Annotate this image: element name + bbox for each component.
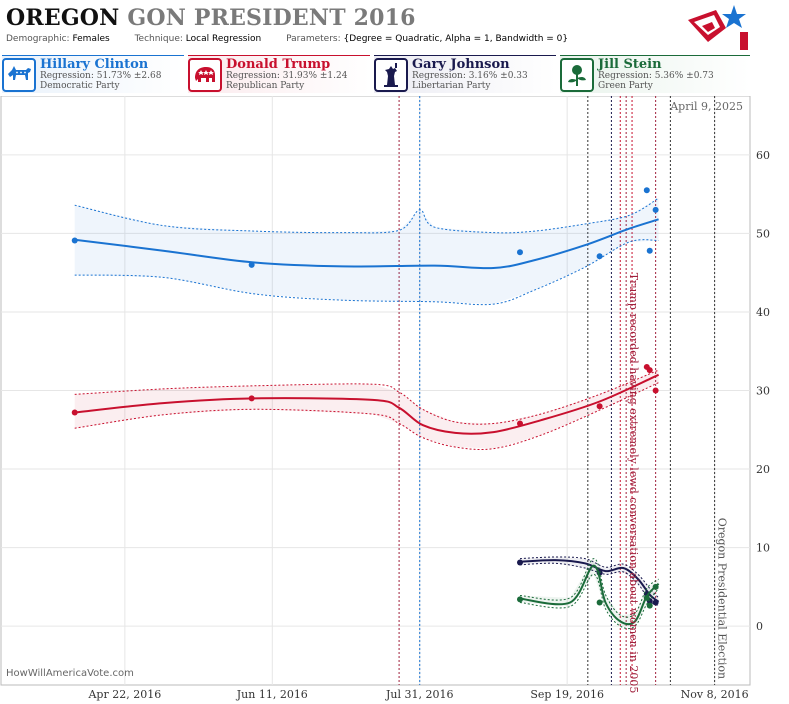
candidate-name: Hillary Clinton bbox=[40, 57, 149, 72]
candidate-regression: Regression: 3.16% ±0.33 bbox=[412, 71, 528, 81]
current-date: April 9, 2025 bbox=[670, 100, 743, 113]
candidate-party: Democratic Party bbox=[40, 81, 120, 91]
jill-stein-poll-point bbox=[652, 583, 659, 590]
hillary-clinton-poll-point bbox=[248, 261, 255, 268]
gary-johnson-poll-point bbox=[516, 559, 523, 566]
hillary-clinton-regression-line bbox=[74, 218, 659, 270]
donald-trump-poll-point bbox=[248, 395, 255, 402]
gary-johnson-band-lower bbox=[519, 562, 659, 607]
poll-chart: 0 10 20 30 40 50 60 Apr 22, 2016 Jun 11, 2016 Jul… bbox=[0, 96, 770, 701]
donald-trump-band-lower bbox=[74, 382, 659, 450]
x-tick-label: Sep 19, 2016 bbox=[530, 688, 604, 701]
chart-title: OREGON GON PRESIDENT 2016 bbox=[6, 5, 416, 31]
candidate-name: Donald Trump bbox=[226, 57, 331, 72]
y-tick-label: 10 bbox=[756, 542, 770, 555]
x-tick-label: Apr 22, 2016 bbox=[87, 688, 161, 701]
parameters-label: Parameters: bbox=[286, 34, 341, 44]
event-annotation: Trump recorded having extremely lewd con… bbox=[627, 273, 640, 694]
x-tick-label: Jul 31, 2016 bbox=[385, 688, 454, 701]
gary-johnson-poll-point bbox=[652, 599, 659, 606]
candidate-regression: Regression: 31.93% ±1.24 bbox=[226, 71, 348, 81]
legend-item-clinton: Hillary Clinton Regression: 51.73% ±2.68… bbox=[2, 55, 184, 93]
y-tick-label: 0 bbox=[756, 620, 763, 633]
y-tick-label: 50 bbox=[756, 227, 770, 240]
donkey-icon bbox=[2, 58, 36, 92]
x-tick-label: Nov 8, 2016 bbox=[681, 688, 749, 701]
event-annotation: Oregon Presidential Election bbox=[716, 518, 729, 679]
candidate-name: Jill Stein bbox=[598, 57, 662, 72]
rose-icon bbox=[560, 58, 594, 92]
y-tick-label: 40 bbox=[756, 306, 770, 319]
x-tick-label: Jun 11, 2016 bbox=[236, 688, 308, 701]
hillary-clinton-poll-point bbox=[596, 253, 603, 260]
donald-trump-poll-point bbox=[71, 409, 78, 416]
technique-label: Technique: bbox=[134, 34, 183, 44]
title-state: OREGON bbox=[6, 5, 120, 31]
parameters-value: {Degree = Quadratic, Alpha = 1, Bandwidt… bbox=[343, 34, 569, 44]
legend-item-trump: Donald Trump Regression: 31.93% ±1.24 Re… bbox=[188, 55, 370, 93]
donald-trump-poll-point bbox=[652, 387, 659, 394]
hillary-clinton-band-upper bbox=[74, 197, 659, 234]
hillary-clinton-poll-point bbox=[646, 247, 653, 254]
liberty-icon bbox=[374, 58, 408, 92]
technique-value: Local Regression bbox=[185, 34, 262, 44]
y-tick-label: 20 bbox=[756, 463, 770, 476]
hillary-clinton-confidence-band bbox=[74, 198, 659, 305]
candidate-party: Libertarian Party bbox=[412, 81, 491, 91]
demographic-value: Females bbox=[72, 34, 110, 44]
title-rest: GON PRESIDENT 2016 bbox=[127, 5, 416, 31]
hillary-clinton-poll-point bbox=[643, 187, 650, 194]
donald-trump-poll-point bbox=[516, 420, 523, 427]
jill-stein-poll-point bbox=[643, 594, 650, 601]
candidate-regression: Regression: 5.36% ±0.73 bbox=[598, 71, 714, 81]
donald-trump-band-upper bbox=[74, 369, 659, 425]
candidate-party: Republican Party bbox=[226, 81, 305, 91]
demographic-label: Demographic: bbox=[6, 34, 70, 44]
legend-item-johnson: Gary Johnson Regression: 3.16% ±0.33 Lib… bbox=[374, 55, 556, 93]
jill-stein-poll-point bbox=[516, 596, 523, 603]
watermark: HowWillAmericaVote.com bbox=[6, 668, 134, 679]
donald-trump-regression-line bbox=[74, 373, 660, 435]
jill-stein-poll-point bbox=[596, 599, 603, 606]
jill-stein-band-lower bbox=[519, 573, 659, 630]
gary-johnson-band-upper bbox=[519, 556, 659, 599]
hillary-clinton-poll-point bbox=[71, 237, 78, 244]
hillary-clinton-poll-point bbox=[516, 249, 523, 256]
legend-item-stein: Jill Stein Regression: 5.36% ±0.73 Green… bbox=[560, 55, 750, 93]
donald-trump-poll-point bbox=[596, 403, 603, 410]
donald-trump-poll-point bbox=[646, 367, 653, 374]
hillary-clinton-poll-point bbox=[652, 206, 659, 213]
candidate-party: Green Party bbox=[598, 81, 653, 91]
candidate-regression: Regression: 51.73% ±2.68 bbox=[40, 71, 162, 81]
parameters-line: Demographic: Females Technique: Local Re… bbox=[6, 34, 590, 44]
y-tick-label: 60 bbox=[756, 149, 770, 162]
y-tick-label: 30 bbox=[756, 385, 770, 398]
elephant-icon bbox=[188, 58, 222, 92]
jill-stein-poll-point bbox=[646, 602, 653, 609]
site-logo-icon bbox=[688, 5, 748, 50]
candidate-name: Gary Johnson bbox=[412, 57, 510, 72]
